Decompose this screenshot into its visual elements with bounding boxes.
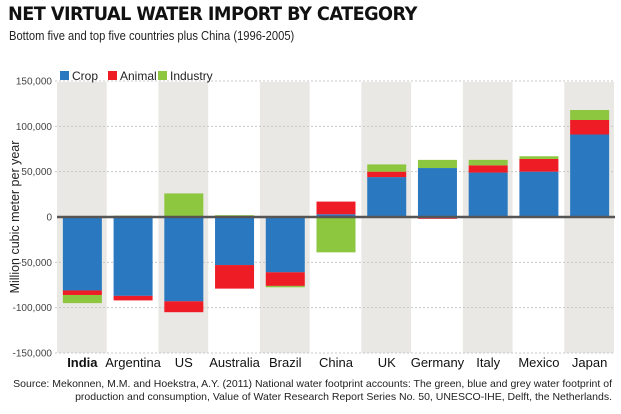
x-tick-label: Japan: [572, 355, 607, 370]
y-tick-label: 150,000: [16, 77, 53, 88]
x-tick-label: UK: [378, 355, 396, 370]
bar-industry-us: [164, 193, 204, 217]
y-tick-label: -50,000: [18, 258, 52, 269]
y-tick-label: 100,000: [16, 122, 53, 133]
chart-title: NET VIRTUAL WATER IMPORT BY CATEGORY: [8, 3, 417, 25]
bar-industry-india: [62, 294, 102, 304]
x-axis-labels: India Argentina US Australia Brazil China UK Ge…: [67, 355, 607, 370]
legend-swatch-crop: [60, 71, 69, 80]
bar-industry-mexico: [519, 156, 559, 159]
bar-industry-brazil: [265, 285, 305, 288]
bar-animal-mexico: [519, 158, 559, 172]
y-tick-label: 50,000: [21, 167, 52, 178]
bar-industry-china: [316, 217, 356, 253]
source-line: Source: Mekonnen, M.M. and Hoekstra, A.Y…: [13, 378, 612, 390]
x-tick-label: Argentina: [105, 355, 161, 370]
y-axis-label: Million cubic meter per year: [8, 141, 22, 294]
bar-industry-japan: [570, 110, 610, 120]
bar-crop-argentina: [113, 217, 153, 296]
bar-animal-india: [62, 290, 102, 295]
bar-animal-brazil: [265, 272, 305, 286]
bar-animal-us: [164, 301, 204, 313]
bar-crop-us: [164, 217, 204, 302]
bar-crop-brazil: [265, 217, 305, 273]
legend-swatch-industry: [158, 71, 167, 80]
bar-industry-italy: [468, 159, 508, 166]
source-line: production and consumption, Value of Wat…: [75, 391, 612, 403]
y-tick-label: -150,000: [13, 349, 53, 360]
bar-animal-italy: [468, 165, 508, 173]
x-tick-label: Brazil: [269, 355, 302, 370]
legend-label-crop: Crop: [72, 69, 98, 83]
bar-crop-uk: [367, 177, 407, 217]
y-axis-ticks: 150,000 100,000 50,000 0 -50,000 -100,000 -150…: [13, 77, 53, 360]
y-tick-label: 0: [46, 213, 52, 224]
x-tick-label: Italy: [476, 355, 500, 370]
legend-swatch-animal: [108, 71, 117, 80]
x-tick-label: India: [67, 355, 98, 370]
x-tick-label: Mexico: [518, 355, 559, 370]
legend-label-industry: Industry: [170, 69, 213, 83]
legend: Crop Animal Industry: [60, 69, 213, 83]
bar-crop-mexico: [519, 171, 559, 217]
x-tick-label: China: [319, 355, 354, 370]
x-tick-label: Australia: [209, 355, 260, 370]
bar-crop-australia: [215, 217, 255, 266]
bar-industry-uk: [367, 164, 407, 172]
bar-crop-china: [316, 214, 356, 217]
legend-label-animal: Animal: [120, 69, 157, 83]
y-tick-label: -100,000: [13, 303, 53, 314]
bar-animal-australia: [215, 265, 255, 289]
bar-animal-china: [316, 201, 356, 215]
source-note: Source: Mekonnen, M.M. and Hoekstra, A.Y…: [12, 378, 612, 404]
bar-crop-japan: [570, 134, 610, 217]
x-tick-label: US: [175, 355, 193, 370]
bar-crop-india: [62, 217, 102, 291]
bar-industry-germany: [417, 159, 457, 169]
bar-animal-uk: [367, 171, 407, 178]
bar-crop-germany: [417, 168, 457, 217]
x-tick-label: Germany: [411, 355, 465, 370]
chart-subtitle: Bottom five and top five countries plus …: [9, 28, 295, 43]
bar-animal-argentina: [113, 295, 153, 301]
bars: [62, 110, 610, 313]
bar-animal-japan: [570, 119, 610, 135]
bar-crop-italy: [468, 172, 508, 217]
